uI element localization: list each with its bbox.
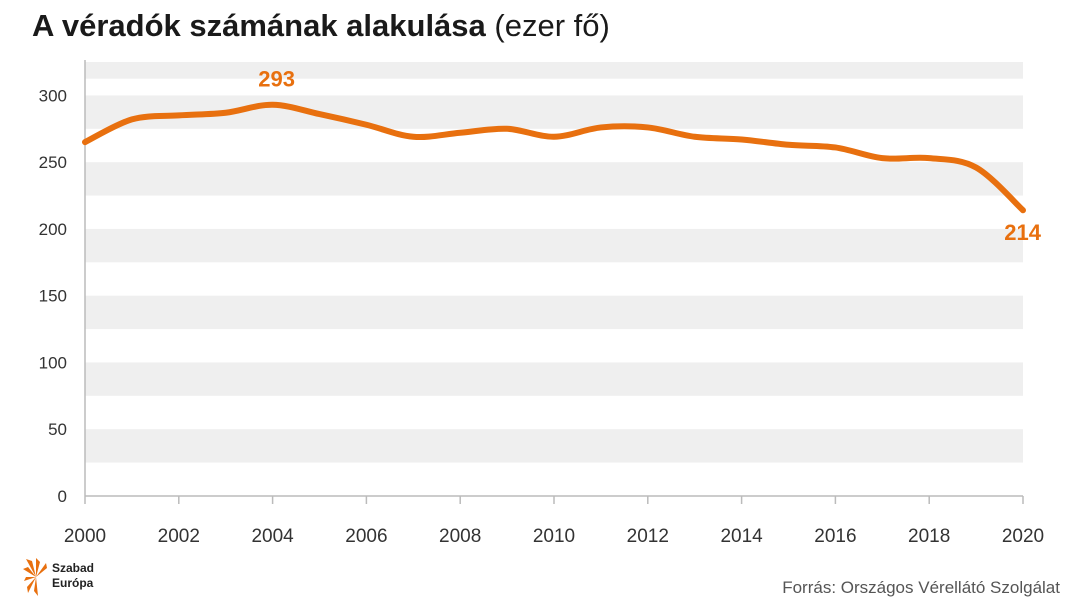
logo-line-2: Európa: [52, 576, 94, 590]
x-tick-label: 2008: [439, 526, 481, 547]
series-layer: [82, 101, 1026, 214]
x-tick-label: 2006: [345, 526, 387, 547]
x-tick-label: 2014: [720, 526, 763, 547]
y-tick-label: 0: [58, 487, 67, 506]
y-axis-ticks: 0 50 100 150 200 250 300: [39, 86, 67, 506]
logo-line-1: Szabad: [52, 561, 95, 575]
x-tick-label: 2004: [251, 526, 294, 547]
grid-bands: [85, 62, 1023, 463]
y-tick-label: 250: [39, 153, 67, 172]
grid-band: [85, 295, 1023, 330]
chart-title-unit: (ezer fő): [494, 8, 610, 43]
grid-band: [85, 162, 1023, 196]
source-note: Forrás: Országos Vérellátó Szolgálat: [782, 578, 1060, 597]
x-tick-label: 2012: [627, 526, 669, 547]
x-tick-label: 2018: [908, 526, 950, 547]
y-tick-label: 200: [39, 220, 67, 239]
y-tick-label: 300: [39, 86, 67, 105]
data-label: 293: [258, 67, 295, 92]
sunburst-logo-icon: [23, 558, 47, 596]
y-tick-label: 150: [39, 287, 67, 306]
x-tick-label: 2020: [1002, 526, 1044, 547]
grid-band: [85, 228, 1023, 263]
series-line: [82, 101, 1026, 214]
grid-band: [85, 429, 1023, 463]
x-axis: 2000 2002 2004 2006 2008 2010 2012 2014 2016 2018…: [64, 60, 1044, 547]
annotation-layer: 293 214: [258, 67, 1042, 245]
chart-title: A véradók számának alakulása (ezer fő): [32, 8, 610, 44]
y-tick-label: 50: [48, 420, 67, 439]
chart-title-main: A véradók számának alakulása: [32, 8, 486, 43]
x-tick-label: 2002: [158, 526, 200, 547]
x-tick-label: 2016: [814, 526, 856, 547]
x-tick-label: 2000: [64, 526, 106, 547]
data-label: 214: [1004, 220, 1041, 245]
brand-logo: Szabad Európa: [22, 557, 132, 601]
grid-band: [85, 62, 1023, 79]
y-tick-label: 100: [39, 353, 67, 372]
grid-band: [85, 362, 1023, 396]
logo-text: Szabad Európa: [52, 561, 94, 591]
x-tick-label: 2010: [533, 526, 575, 547]
